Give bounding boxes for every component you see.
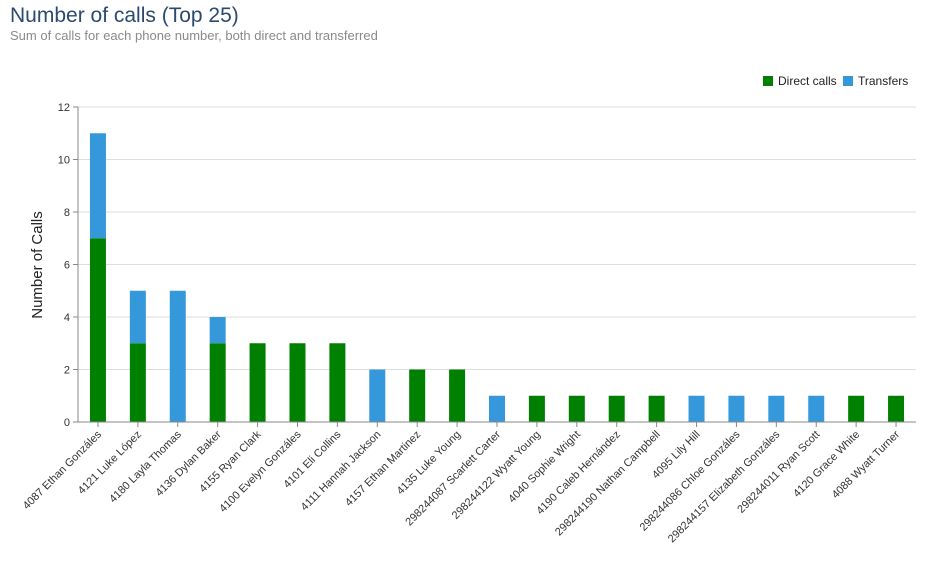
bar-transfers-15[interactable] — [688, 395, 705, 422]
bar-direct-6[interactable] — [329, 343, 346, 422]
legend-swatch — [843, 76, 853, 86]
x-tick-label: 4111 Hannah Jackson — [299, 429, 384, 514]
bar-transfers-0[interactable] — [89, 133, 106, 239]
bar-direct-8[interactable] — [409, 369, 426, 423]
bar-direct-12[interactable] — [568, 395, 585, 422]
bar-direct-11[interactable] — [528, 395, 545, 422]
legend-item-direct-calls[interactable]: Direct calls — [763, 74, 837, 88]
grid-lines — [78, 106, 916, 370]
x-tick-label: 4087 Ethan Gonzáles — [21, 428, 105, 512]
bar-transfers-16[interactable] — [728, 395, 745, 422]
bar-direct-4[interactable] — [249, 343, 266, 422]
y-tick-label: 12 — [58, 102, 70, 114]
x-tick-label: 4120 Grace White — [791, 429, 862, 500]
bar-direct-5[interactable] — [289, 343, 306, 422]
y-tick-label: 4 — [64, 312, 70, 324]
y-tick-label: 2 — [64, 365, 70, 377]
y-tick-label: 6 — [64, 260, 70, 272]
y-tick-label: 8 — [64, 207, 70, 219]
y-tick-label: 0 — [64, 417, 70, 429]
legend-label: Direct calls — [778, 74, 837, 88]
bar-transfers-7[interactable] — [369, 369, 386, 423]
bar-direct-13[interactable] — [608, 395, 625, 422]
chart-title: Number of calls (Top 25) — [10, 4, 239, 27]
bar-transfers-18[interactable] — [808, 395, 825, 422]
x-tick-label: 4180 Layla Thomas — [107, 428, 184, 505]
x-tick-label: 4040 Sophie Wright — [506, 429, 583, 506]
y-axis-ticks: 0 2 4 6 8 10 12 — [58, 102, 78, 429]
bar-transfers-17[interactable] — [768, 395, 785, 422]
bar-transfers-2[interactable] — [169, 290, 186, 422]
bar-direct-3[interactable] — [209, 343, 226, 422]
legend-swatch — [763, 76, 773, 86]
bar-transfers-3[interactable] — [209, 317, 226, 344]
bar-direct-0[interactable] — [89, 238, 106, 422]
legend-label: Transfers — [858, 74, 908, 88]
legend-item-transfers[interactable]: Transfers — [843, 74, 908, 88]
bar-transfers-1[interactable] — [129, 290, 146, 344]
legend[interactable]: Direct calls Transfers — [763, 74, 908, 88]
x-tick-label: 4157 Ethan Martinez — [343, 429, 423, 509]
bar-direct-19[interactable] — [848, 395, 865, 422]
bar-direct-1[interactable] — [129, 343, 146, 422]
bar-transfers-10[interactable] — [489, 395, 505, 422]
x-tick-label: 4088 Wyatt Turner — [830, 428, 903, 501]
chart-subtitle: Sum of calls for each phone number, both… — [10, 28, 378, 43]
bar-direct-14[interactable] — [648, 395, 665, 422]
y-tick-label: 10 — [58, 155, 70, 167]
bar-direct-20[interactable] — [888, 395, 905, 422]
bar-direct-9[interactable] — [449, 369, 466, 423]
bars — [89, 133, 905, 423]
y-axis-label: Number of Calls — [29, 211, 46, 319]
